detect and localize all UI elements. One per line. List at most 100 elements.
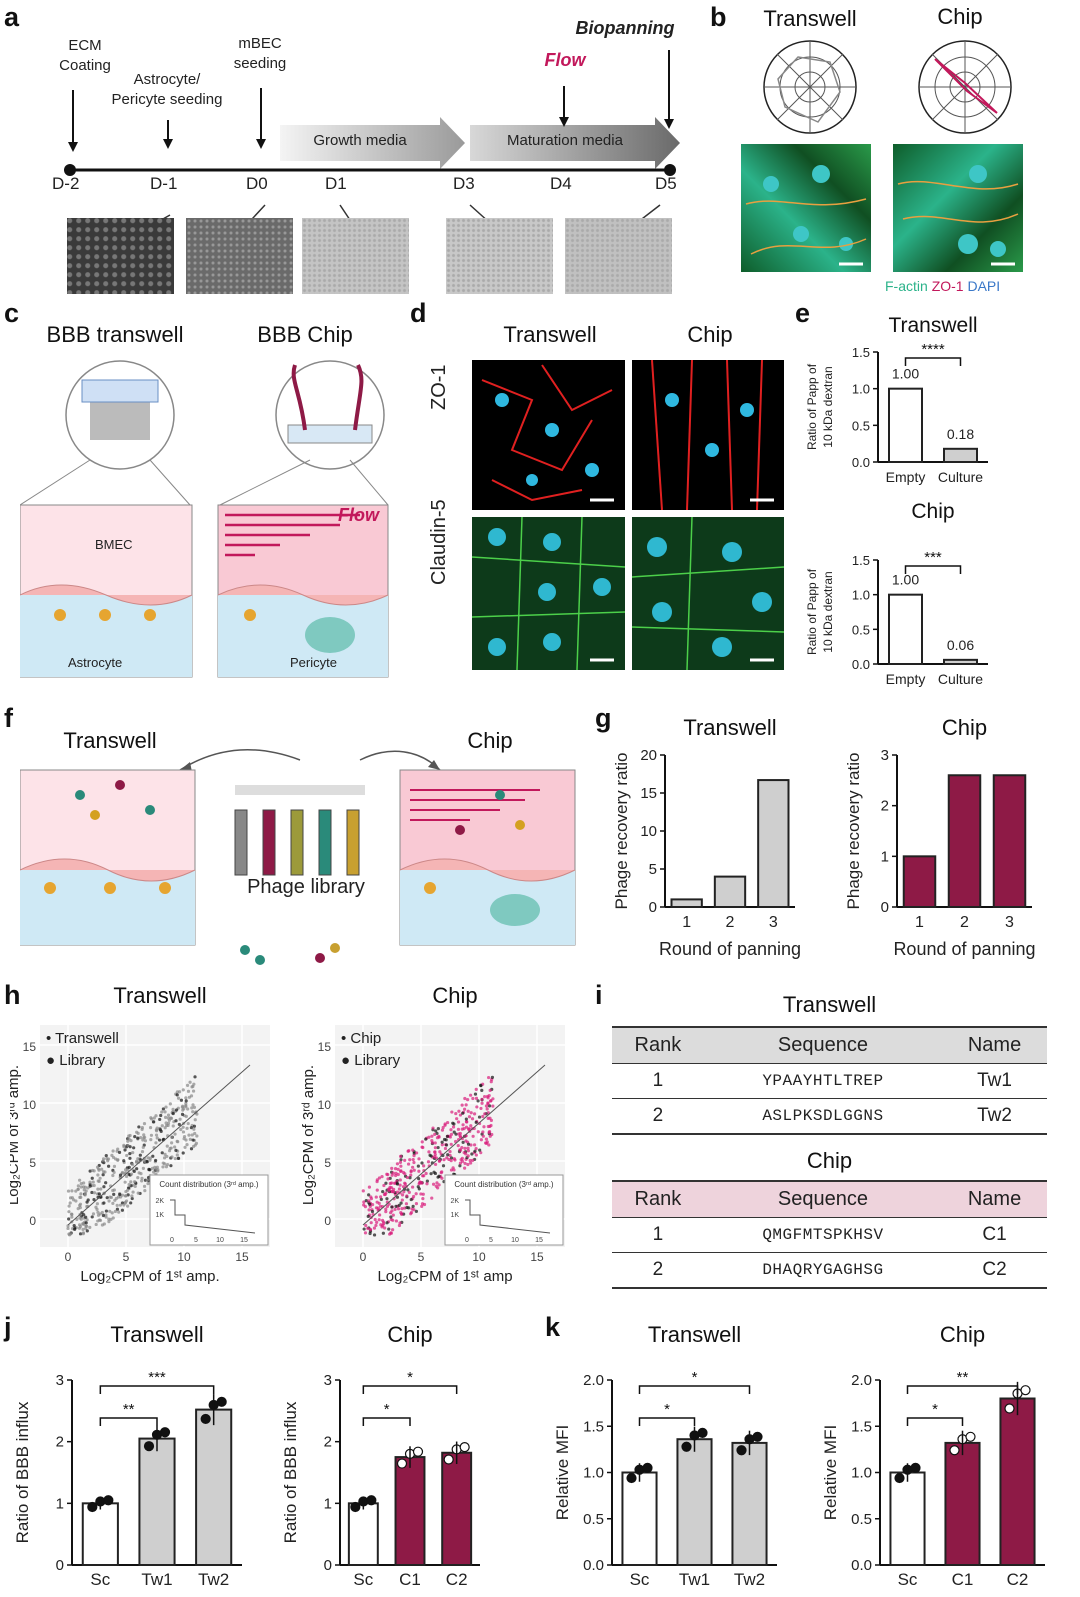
cell-name: C2 (982, 1259, 1007, 1280)
significance-label: *** (148, 1369, 166, 1386)
x-axis-label: Log₂CPM of 1ˢᵗ amp (377, 1268, 512, 1285)
data-point (417, 1169, 421, 1173)
value-label: 1.00 (892, 366, 919, 382)
data-point (1004, 1403, 1015, 1414)
data-point (183, 1145, 187, 1149)
data-point (123, 1194, 128, 1198)
inset-x-label: 5 (489, 1237, 493, 1244)
data-point (965, 1431, 976, 1442)
data-point (485, 1107, 489, 1111)
y-tick-label: 1.0 (852, 382, 870, 397)
data-point (383, 1226, 387, 1230)
data-point (400, 1198, 404, 1202)
data-point (76, 1187, 80, 1191)
data-point (369, 1195, 373, 1199)
data-point (101, 1213, 106, 1218)
data-point (420, 1140, 424, 1144)
data-point (104, 1213, 108, 1217)
data-point (148, 1168, 152, 1172)
data-point (133, 1134, 137, 1139)
x-tick-label: C1 (952, 1570, 974, 1589)
data-point (152, 1170, 156, 1174)
data-point (412, 1208, 416, 1212)
y-tick-label: 15 (640, 785, 657, 802)
chart-title: Chip (942, 715, 987, 740)
data-point (160, 1124, 164, 1128)
data-point (449, 1142, 453, 1146)
data-point (120, 1193, 125, 1197)
data-point (149, 1133, 154, 1137)
data-point (129, 1180, 133, 1184)
inset-x-label: 0 (170, 1237, 174, 1244)
data-point (431, 1182, 436, 1186)
y-axis-label: Log₂CPM of 3ʳᵈ amp. (300, 1065, 317, 1205)
data-point (133, 1184, 137, 1188)
bar (81, 1502, 119, 1566)
data-point (363, 1231, 368, 1235)
y-axis-label: Phage recovery ratio (844, 753, 863, 910)
data-point (422, 1164, 426, 1168)
d-row-claudin5: Claudin-5 (428, 499, 450, 585)
growth-media-label: Growth media (313, 132, 407, 149)
data-point (155, 1165, 159, 1169)
data-point (379, 1195, 383, 1199)
data-point (400, 1193, 405, 1197)
data-point (192, 1105, 197, 1109)
data-point (487, 1130, 492, 1134)
data-point (405, 1175, 410, 1180)
data-point (438, 1150, 442, 1154)
data-point (165, 1144, 169, 1148)
data-point (137, 1125, 141, 1129)
panel-label-j: j (4, 1312, 12, 1342)
x-tick-label: Tw1 (141, 1570, 172, 1589)
data-point (476, 1099, 480, 1103)
x-tick-label: 5 (123, 1250, 130, 1264)
data-point (193, 1131, 197, 1136)
data-point (394, 1219, 399, 1223)
data-point (372, 1226, 377, 1230)
cell-rank: 1 (652, 1070, 664, 1091)
data-point (378, 1213, 382, 1217)
data-point (141, 1145, 145, 1149)
data-point (91, 1180, 95, 1184)
data-point (436, 1127, 440, 1131)
x-tick-label: 0 (360, 1250, 367, 1264)
fit-line (362, 1064, 546, 1226)
d-col-chip: Chip (687, 322, 733, 347)
data-point (448, 1153, 452, 1158)
f-title-chip: Chip (467, 728, 513, 753)
data-point (163, 1152, 167, 1156)
data-point (193, 1075, 197, 1079)
data-point (436, 1186, 440, 1190)
data-point (126, 1188, 130, 1192)
data-point (470, 1117, 475, 1121)
x-tick-label: Sc (898, 1570, 918, 1589)
significance-bracket (99, 1417, 158, 1426)
data-point (389, 1215, 393, 1219)
data-point (370, 1209, 375, 1214)
data-point (484, 1137, 489, 1141)
x-tick-label: 5 (418, 1250, 425, 1264)
data-point (175, 1093, 179, 1097)
data-point (910, 1462, 921, 1473)
data-point (157, 1138, 162, 1142)
data-point (148, 1156, 152, 1160)
data-point (369, 1221, 373, 1225)
data-point (442, 1158, 446, 1162)
bar (621, 1471, 658, 1566)
data-point (474, 1087, 478, 1091)
data-point (123, 1200, 127, 1204)
data-point (471, 1096, 475, 1101)
x-axis-label: Round of panning (659, 939, 801, 959)
cell-rank: 2 (652, 1105, 664, 1126)
data-point (115, 1149, 119, 1153)
data-point (66, 1226, 70, 1231)
data-point (372, 1233, 377, 1237)
transwell-sequence-table: Rank Sequence Name 1 YPAAYHTLTREP Tw1 2 … (612, 1026, 1047, 1135)
data-point (461, 1111, 465, 1115)
data-point (437, 1134, 441, 1138)
data-point (459, 1442, 470, 1453)
data-point (163, 1126, 167, 1130)
data-point (390, 1205, 394, 1209)
data-point (488, 1134, 492, 1138)
